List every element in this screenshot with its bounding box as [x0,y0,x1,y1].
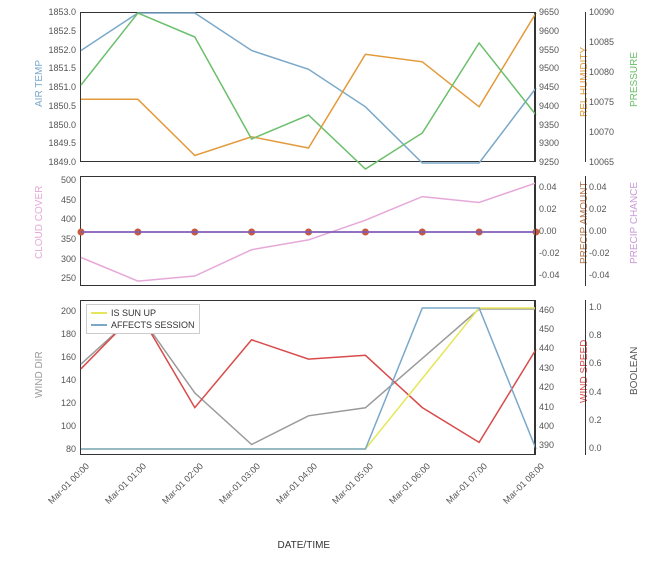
x-tick: Mar-01 02:00 [152,461,204,513]
axis-spine [585,300,586,455]
y-tick: 430 [539,363,554,373]
y-tick: 0.4 [589,387,602,397]
y-tick: 9600 [539,26,559,36]
y-tick: 0.6 [589,358,602,368]
y-tick: 1850.0 [44,120,76,130]
y-tick: 9350 [539,120,559,130]
x-tick: Mar-01 08:00 [494,461,546,513]
axis-label: PRECIP CHANCE [629,181,640,263]
y-tick: 420 [539,382,554,392]
y-tick: 10080 [589,67,614,77]
y-tick: 450 [44,195,76,205]
y-tick: 440 [539,343,554,353]
legend-label: IS SUN UP [111,308,156,318]
x-tick: Mar-01 00:00 [39,461,91,513]
x-axis-title: DATE/TIME [278,540,331,551]
chart-panel [80,12,535,162]
y-tick: 300 [44,254,76,264]
axis-spine [535,176,536,286]
y-tick: 0.00 [539,226,557,236]
axis-spine [585,12,586,162]
y-tick: 120 [44,398,76,408]
x-tick: Mar-01 07:00 [437,461,489,513]
y-tick: 390 [539,440,554,450]
legend-label: AFFECTS SESSION [111,320,195,330]
y-tick: 1849.0 [44,157,76,167]
chart-panel [80,176,535,286]
y-tick: 10085 [589,37,614,47]
y-tick: 180 [44,329,76,339]
y-tick: 200 [44,306,76,316]
x-tick: Mar-01 06:00 [380,461,432,513]
y-tick: 9300 [539,138,559,148]
y-tick: 1850.5 [44,101,76,111]
y-tick: -0.02 [589,248,610,258]
y-tick: -0.04 [539,270,560,280]
axis-label: PRESSURE [629,52,640,107]
y-tick: 1852.0 [44,45,76,55]
y-tick: 350 [44,234,76,244]
y-tick: 9550 [539,45,559,55]
y-tick: 80 [44,444,76,454]
y-tick: 1853.0 [44,7,76,17]
legend-item: AFFECTS SESSION [91,319,195,331]
y-tick: 250 [44,273,76,283]
x-tick: Mar-01 03:00 [209,461,261,513]
axis-spine [535,12,536,162]
y-tick: 10065 [589,157,614,167]
y-tick: 0.02 [539,204,557,214]
y-tick: 0.2 [589,415,602,425]
x-tick: Mar-01 01:00 [96,461,148,513]
axis-label: BOOLEAN [629,347,640,395]
y-tick: 1852.5 [44,26,76,36]
y-tick: 500 [44,175,76,185]
y-tick: 10090 [589,7,614,17]
y-tick: 10070 [589,127,614,137]
y-tick: 9250 [539,157,559,167]
y-tick: 460 [539,305,554,315]
legend-swatch [91,312,107,314]
y-tick: -0.04 [589,270,610,280]
y-tick: 9500 [539,63,559,73]
chart-lines [81,13,536,163]
x-tick: Mar-01 05:00 [323,461,375,513]
y-tick: 0.8 [589,330,602,340]
y-tick: 160 [44,352,76,362]
y-tick: 400 [44,214,76,224]
y-tick: 0.00 [589,226,607,236]
y-tick: 450 [539,324,554,334]
legend-item: IS SUN UP [91,307,195,319]
y-tick: 0.04 [589,182,607,192]
y-tick: 0.02 [589,204,607,214]
y-tick: 9400 [539,101,559,111]
y-tick: 9450 [539,82,559,92]
y-tick: 400 [539,421,554,431]
legend: IS SUN UP AFFECTS SESSION [86,304,200,334]
axis-spine [585,176,586,286]
chart-lines [81,177,536,287]
legend-swatch [91,324,107,326]
x-tick: Mar-01 04:00 [266,461,318,513]
y-tick: 410 [539,402,554,412]
y-tick: 140 [44,375,76,385]
y-tick: 100 [44,421,76,431]
y-tick: 1851.0 [44,82,76,92]
y-tick: 0.0 [589,443,602,453]
y-tick: 1851.5 [44,63,76,73]
y-tick: 1849.5 [44,138,76,148]
y-tick: 10075 [589,97,614,107]
axis-spine [535,300,536,455]
y-tick: 9650 [539,7,559,17]
y-tick: 1.0 [589,302,602,312]
y-tick: -0.02 [539,248,560,258]
y-tick: 0.04 [539,182,557,192]
